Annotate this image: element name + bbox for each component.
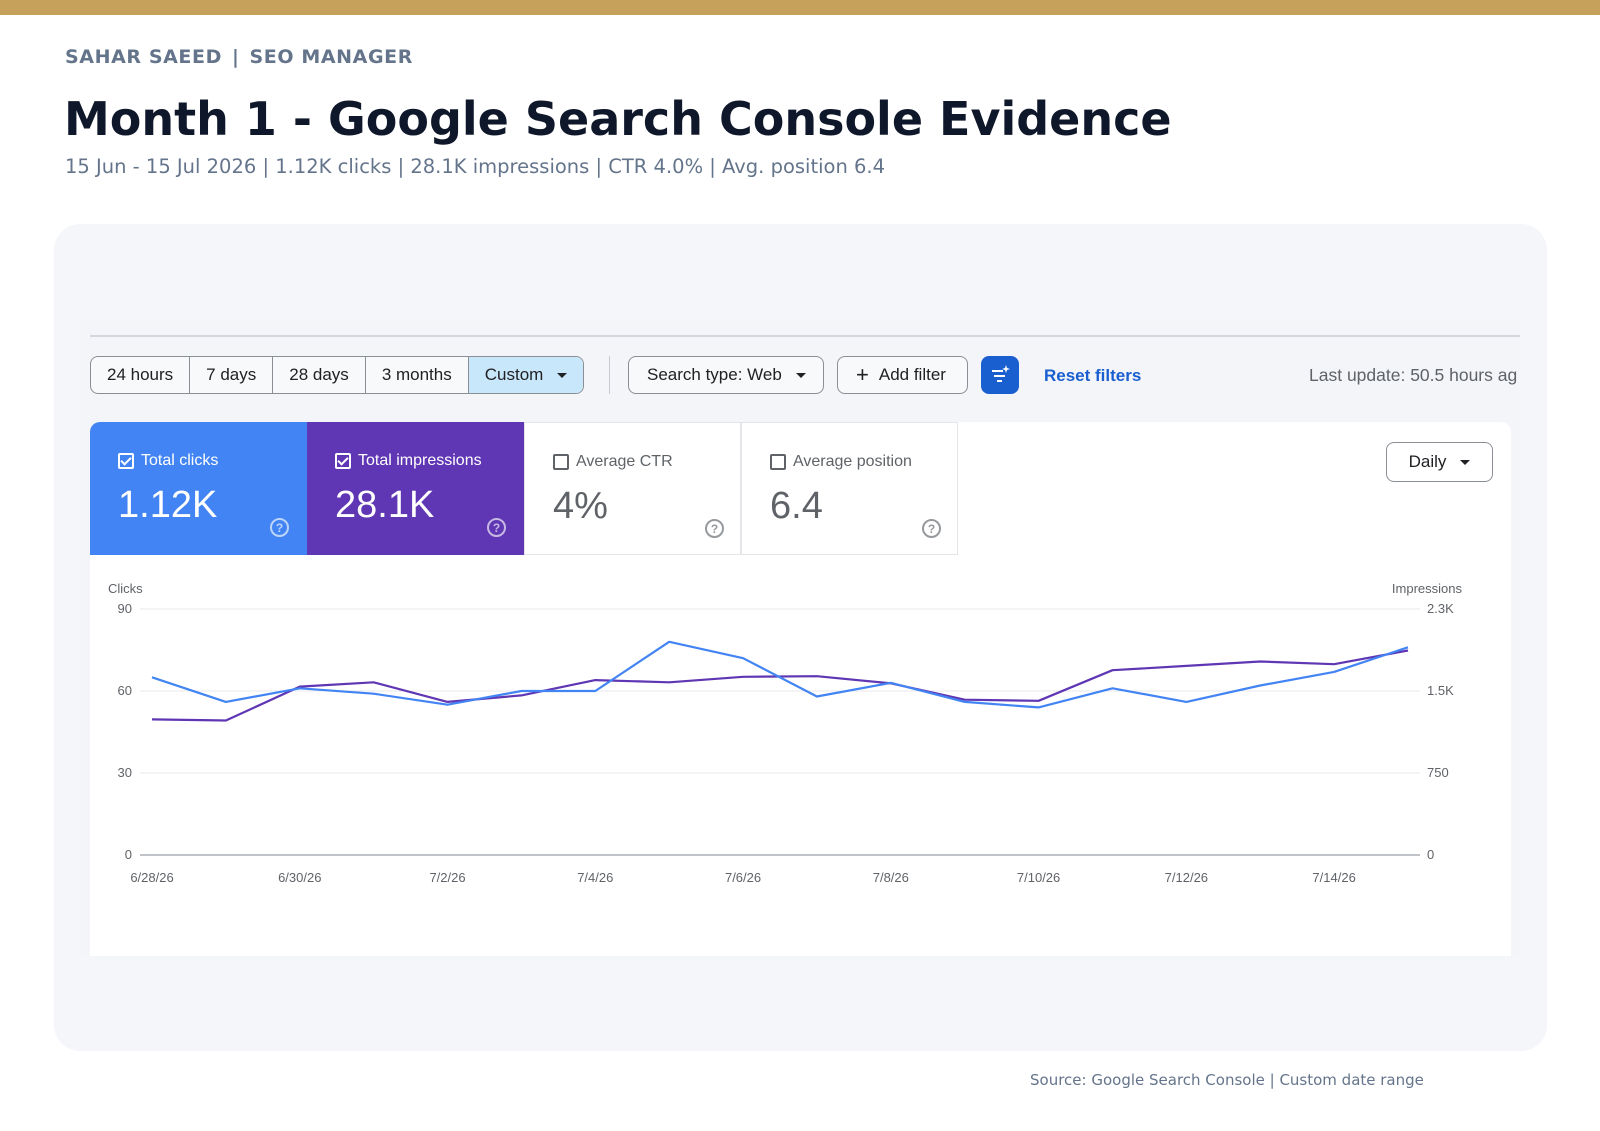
search-type-dropdown[interactable]: Search type: Web — [628, 356, 824, 394]
y-tick-right: 2.3K — [1427, 601, 1454, 616]
metric-label: Average position — [793, 453, 912, 470]
top-accent-bar — [0, 0, 1600, 15]
author-eyebrow: SAHAR SAEED | SEO MANAGER — [65, 46, 413, 68]
x-tick-label: 6/30/26 — [278, 870, 321, 885]
metric-tile-ctr[interactable]: Average CTR 4% ? — [524, 422, 741, 555]
metric-value: 6.4 — [770, 485, 823, 527]
metric-label: Total clicks — [141, 452, 219, 469]
plus-icon: + — [856, 362, 869, 387]
range-3-months[interactable]: 3 months — [366, 357, 469, 393]
metric-tile-position[interactable]: Average position 6.4 ? — [741, 422, 958, 555]
x-tick-label: 7/2/26 — [429, 870, 465, 885]
checkbox-unchecked-icon[interactable] — [770, 454, 786, 470]
metric-value: 1.12K — [118, 484, 218, 526]
add-filter-label: Add filter — [878, 365, 946, 384]
x-tick-label: 7/12/26 — [1165, 870, 1208, 885]
performance-line-chart: Clicks Impressions 90 2.3K 60 1.5K 30 750 0 0 6/28… — [108, 581, 1463, 885]
search-type-label: Search type: Web — [647, 365, 782, 384]
last-update-text: Last update: 50.5 hours ag — [1309, 365, 1518, 385]
help-icon[interactable]: ? — [270, 518, 289, 537]
range-24-hours[interactable]: 24 hours — [91, 357, 191, 393]
metric-value: 4% — [553, 485, 608, 527]
metric-tile-clicks-header: Total clicks — [118, 452, 218, 470]
toolbar-top-divider — [90, 335, 1520, 337]
author-role: SEO MANAGER — [249, 46, 413, 68]
eyebrow-separator: | — [231, 46, 240, 68]
y-tick-left: 60 — [118, 683, 132, 698]
y-tick-right: 1.5K — [1427, 683, 1454, 698]
checkbox-unchecked-icon[interactable] — [553, 454, 569, 470]
metric-label: Average CTR — [576, 453, 673, 470]
checkbox-checked-icon[interactable] — [335, 453, 351, 469]
metric-tile-position-header: Average position — [770, 453, 912, 471]
metric-tile-ctr-header: Average CTR — [553, 453, 673, 471]
clicks-series-line — [151, 640, 1409, 709]
y-axis-left-title: Clicks — [108, 581, 143, 596]
filter-settings-button[interactable] — [981, 356, 1019, 394]
page-title: Month 1 - Google Search Console Evidence — [64, 92, 1172, 146]
source-caption: Source: Google Search Console | Custom d… — [1030, 1071, 1424, 1089]
y-tick-left: 30 — [118, 765, 132, 780]
range-7-days[interactable]: 7 days — [190, 357, 274, 393]
x-tick-label: 7/6/26 — [725, 870, 761, 885]
x-tick-label: 7/4/26 — [577, 870, 613, 885]
y-tick-left: 0 — [125, 847, 132, 862]
search-console-screenshot: 24 hours 7 days 28 days 3 months Custom … — [79, 320, 1521, 956]
y-tick-right: 750 — [1427, 765, 1449, 780]
range-28-days[interactable]: 28 days — [273, 357, 366, 393]
toolbar-divider — [609, 356, 610, 394]
metric-label: Total impressions — [358, 452, 482, 469]
range-custom[interactable]: Custom — [468, 357, 584, 393]
help-icon[interactable]: ? — [922, 519, 941, 538]
x-tick-label: 6/28/26 — [130, 870, 173, 885]
author-name: SAHAR SAEED — [65, 46, 222, 68]
add-filter-button[interactable]: + Add filter — [837, 356, 968, 394]
metric-tile-impressions[interactable]: Total impressions 28.1K ? — [307, 422, 524, 555]
metric-tile-impressions-header: Total impressions — [335, 452, 482, 470]
checkbox-checked-icon[interactable] — [118, 453, 134, 469]
metric-value: 28.1K — [335, 484, 435, 526]
reset-filters-link[interactable]: Reset filters — [1044, 366, 1142, 385]
granularity-label: Daily — [1408, 452, 1447, 471]
granularity-dropdown[interactable]: Daily — [1386, 442, 1493, 482]
filter-sparkle-icon — [992, 365, 1010, 382]
metric-tile-clicks[interactable]: Total clicks 1.12K ? — [90, 422, 307, 555]
x-tick-label: 7/8/26 — [873, 870, 909, 885]
impressions-series-line — [151, 649, 1409, 722]
range-custom-label: Custom — [484, 365, 544, 384]
date-range-selector: 24 hours 7 days 28 days 3 months Custom — [90, 356, 585, 394]
chevron-down-icon — [1460, 459, 1471, 465]
chevron-down-icon — [557, 372, 568, 378]
y-axis-right-title: Impressions — [1392, 581, 1463, 596]
performance-panel: Total clicks 1.12K ? Total impressions 2… — [90, 422, 1511, 956]
chevron-down-icon — [795, 372, 806, 378]
page-subtitle: 15 Jun - 15 Jul 2026 | 1.12K clicks | 28… — [65, 155, 886, 178]
y-tick-right: 0 — [1427, 847, 1434, 862]
y-tick-left: 90 — [118, 601, 132, 616]
x-tick-label: 7/10/26 — [1017, 870, 1060, 885]
x-tick-label: 7/14/26 — [1312, 870, 1355, 885]
help-icon[interactable]: ? — [487, 518, 506, 537]
help-icon[interactable]: ? — [705, 519, 724, 538]
